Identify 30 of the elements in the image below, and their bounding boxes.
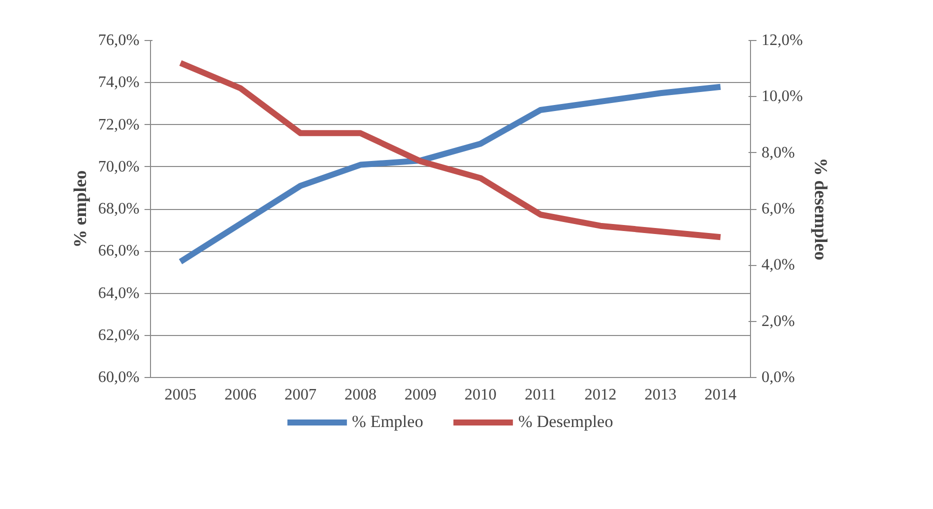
y2-tick-label: 8,0%	[762, 144, 795, 162]
y-tick-label: 62,0%	[98, 326, 140, 344]
y2-tick-label: 2,0%	[762, 312, 795, 330]
y-axis-title: % empleo	[70, 170, 90, 248]
y-tick-label: 76,0%	[98, 32, 140, 49]
x-tick-label: 2012	[584, 386, 616, 404]
y-tick-label: 70,0%	[98, 158, 140, 176]
legend-label: % Empleo	[352, 412, 424, 432]
y-tick-label: 60,0%	[98, 369, 140, 386]
x-tick-label: 2008	[344, 386, 376, 404]
x-tick-label: 2007	[284, 386, 316, 404]
y-tick-label: 68,0%	[98, 200, 140, 218]
x-tick-label: 2013	[644, 386, 676, 404]
x-tick-label: 2009	[404, 386, 436, 404]
legend-label: % Desempleo	[518, 412, 614, 432]
x-tick-label: 2010	[464, 386, 496, 404]
y-tick-label: 74,0%	[98, 74, 140, 92]
y2-tick-label: 0,0%	[762, 369, 795, 386]
y-tick-label: 66,0%	[98, 242, 140, 260]
x-tick-label: 2014	[704, 386, 736, 404]
x-tick-label: 2011	[524, 386, 556, 404]
x-tick-label: 2005	[164, 386, 196, 404]
y2-axis-title: % desempleo	[810, 158, 831, 260]
y2-tick-label: 6,0%	[762, 200, 795, 218]
x-tick-label: 2006	[224, 386, 256, 404]
y2-tick-label: 10,0%	[762, 88, 803, 106]
y2-tick-label: 12,0%	[762, 32, 803, 49]
y2-tick-label: 4,0%	[762, 256, 795, 274]
y-tick-label: 64,0%	[98, 284, 140, 302]
y-tick-label: 72,0%	[98, 116, 140, 134]
